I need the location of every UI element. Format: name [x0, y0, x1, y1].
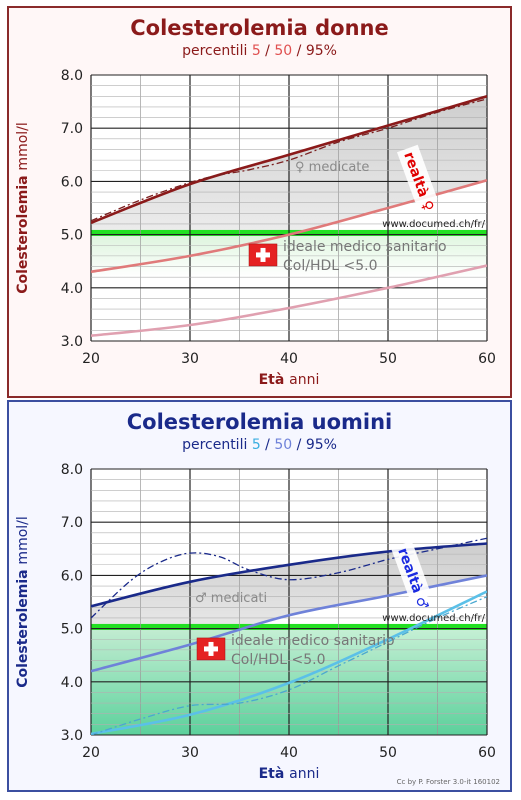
men-yaxis-title-main: Colesterolemia	[15, 565, 31, 688]
women-series-95	[91, 95, 487, 225]
men-subtitle-sep1: /	[260, 437, 275, 453]
women-subtitle-p95: 95%	[305, 43, 337, 59]
women-ytick-label: 4.0	[61, 281, 83, 297]
men-yaxis-title: Colesterolemia mmol/l	[15, 516, 31, 688]
men-series-95	[91, 542, 487, 608]
women-ytick-label: 8.0	[61, 68, 83, 84]
women-xtick-label: 50	[379, 351, 397, 367]
men-ytick-label: 4.0	[61, 675, 83, 691]
women-series-medicated	[91, 98, 487, 222]
women-medicated-label: ♀ medicate	[295, 160, 369, 175]
women-xtick-label: 20	[82, 351, 100, 367]
men-subtitle-sep2: /	[292, 437, 306, 453]
men-ytick-label: 8.0	[61, 462, 83, 478]
women-reality-label-bg	[396, 144, 438, 207]
men-subtitle-p50: 50	[274, 437, 293, 453]
women-ytick-label: 7.0	[61, 121, 83, 137]
men-url-label: www.documed.ch/fr/	[382, 613, 485, 624]
men-xtick-label: 30	[181, 745, 199, 761]
women-xtick-label: 40	[280, 351, 298, 367]
women-xaxis-title-main: Età	[259, 372, 290, 388]
men-xtick-label: 40	[280, 745, 298, 761]
women-subtitle-sep2: /	[292, 43, 306, 59]
men-yaxis-title-unit: mmol/l	[15, 516, 31, 564]
men-xtick-label: 20	[82, 745, 100, 761]
men-xaxis-title: Età anni	[259, 766, 320, 782]
women-subtitle-p5: 5	[251, 43, 261, 59]
women-swiss-cross-h	[256, 252, 270, 258]
men-chart-svg: 3.0 4.0 5.0 6.0 7.0 8.0 20 30 40 50 60 Età anni Cole…	[15, 462, 496, 782]
women-ytick-label: 5.0	[61, 228, 83, 244]
women-ytick-label: 3.0	[61, 334, 83, 350]
women-subtitle-p50: 50	[274, 43, 293, 59]
men-xtick-label: 60	[478, 745, 496, 761]
men-swiss-cross-h	[204, 646, 218, 652]
women-xaxis-title-unit: anni	[289, 372, 319, 388]
men-reality-label-bg	[390, 540, 432, 603]
women-yaxis-title-unit: mmol/l	[15, 122, 31, 170]
women-xtick-label: 30	[181, 351, 199, 367]
women-subtitle-sep1: /	[260, 43, 275, 59]
women-xaxis-title: Età anni	[259, 372, 320, 388]
women-yaxis-title: Colesterolemia mmol/l	[15, 122, 31, 294]
men-xaxis-title-main: Età	[259, 766, 290, 782]
men-chart-panel: Colesterolemia uomini percentili 5 / 50 …	[7, 400, 512, 792]
women-subtitle-prefix: percentili	[182, 43, 252, 59]
men-ideal-label-line2: Col/HDL <5.0	[231, 652, 326, 668]
women-ideal-label-line2: Col/HDL <5.0	[283, 258, 378, 274]
men-chart-title: Colesterolemia uomini	[126, 410, 393, 434]
men-xaxis-title-unit: anni	[289, 766, 319, 782]
men-series-5	[91, 590, 487, 735]
men-ideal-label-line1: ideale medico sanitario	[231, 633, 395, 649]
women-ideal-label-line1: ideale medico sanitario	[283, 239, 447, 255]
men-ytick-label: 5.0	[61, 622, 83, 638]
men-xtick-label: 50	[379, 745, 397, 761]
women-yaxis-title-main: Colesterolemia	[15, 171, 31, 294]
women-chart-panel: Colesterolemia donne percentili 5 / 50 /…	[7, 6, 512, 398]
men-medicated-label: ♂ medicati	[195, 591, 267, 606]
men-subtitle-prefix: percentili	[182, 437, 252, 453]
women-chart-svg: 3.0 4.0 5.0 6.0 7.0 8.0 20 30 40 50 60 Età anni Cole…	[15, 68, 496, 388]
women-url-label: www.documed.ch/fr/	[382, 219, 485, 230]
men-ytick-label: 3.0	[61, 728, 83, 744]
women-ytick-label: 6.0	[61, 174, 83, 190]
men-subtitle-p5: 5	[251, 437, 261, 453]
men-ytick-label: 6.0	[61, 568, 83, 584]
men-ytick-label: 7.0	[61, 515, 83, 531]
credit-text: Cc by P. Forster 3.0-it 160102	[396, 778, 500, 786]
women-chart-subtitle: percentili 5 / 50 / 95%	[9, 43, 510, 59]
men-subtitle-p95: 95%	[305, 437, 337, 453]
women-xtick-label: 60	[478, 351, 496, 367]
men-chart-subtitle: percentili 5 / 50 / 95%	[9, 437, 510, 453]
women-chart-title: Colesterolemia donne	[130, 16, 389, 40]
women-series-5	[91, 264, 487, 337]
